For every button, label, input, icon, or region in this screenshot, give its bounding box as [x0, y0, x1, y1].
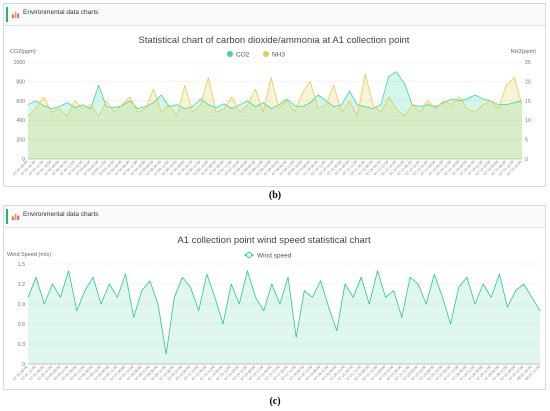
y-tick-label: 800 [16, 79, 25, 85]
y-tick-label: 0 [22, 157, 25, 163]
panel-header-title: Environmental data charts [23, 9, 99, 16]
y-axis-right-label: NH3(ppm) [511, 49, 537, 55]
series-area-nh3 [28, 73, 522, 159]
y-right-tick-label: 0 [525, 157, 528, 163]
panel-header: Environmental data charts [4, 4, 545, 26]
y-axis-label: Wind Speed (m/s) [7, 252, 51, 258]
figure-caption-c: (c) [269, 396, 281, 407]
series-line-wind-speed[interactable] [27, 270, 541, 355]
y-axis-left-label: CO2(ppm) [10, 49, 36, 55]
legend-co2-label: CO2 [236, 52, 250, 59]
figure-caption-b: (b) [268, 190, 282, 201]
wind-speed-chart-panel: Environmental data charts A1 collection … [3, 205, 546, 390]
y-tick-label: 600 [16, 99, 25, 105]
y-tick-label: 0.3 [18, 342, 25, 348]
y-tick-label: 0 [22, 362, 25, 368]
y-right-tick-label: 25 [525, 60, 531, 66]
chart-legend[interactable]: Wind speed [244, 252, 292, 260]
legend-co2-marker [227, 51, 233, 57]
co2-nh3-chart: Statistical chart of carbon dioxide/ammo… [10, 35, 537, 176]
bar-chart-icon [11, 213, 20, 221]
legend-wind-label: Wind speed [257, 253, 292, 260]
co2-nh3-chart-panel: Environmental data charts Statistical ch… [3, 3, 546, 187]
y-right-tick-label: 5 [525, 138, 528, 144]
y-tick-label: 400 [16, 118, 25, 124]
series-line-nh3[interactable] [27, 73, 523, 117]
y-tick-label: 0.9 [18, 302, 25, 308]
series-area-wind-speed [28, 270, 540, 364]
y-tick-label: 0.6 [18, 322, 25, 328]
y-right-tick-label: 20 [525, 79, 531, 85]
y-right-tick-label: 15 [525, 99, 531, 105]
legend-nh3-marker [263, 51, 269, 57]
y-tick-label: 1.2 [18, 282, 25, 288]
y-tick-label: 1000 [13, 60, 25, 66]
panel-accent-bar [6, 7, 8, 22]
panel-header-title: Environmental data charts [23, 211, 99, 218]
chart-legend[interactable]: CO2 NH3 [227, 51, 285, 59]
y-tick-label: 1.5 [18, 262, 25, 268]
chart-title: A1 collection point wind speed statistic… [177, 235, 371, 246]
chart-title: Statistical chart of carbon dioxide/ammo… [139, 35, 410, 46]
bar-chart-icon [11, 11, 20, 19]
panel-accent-bar [6, 209, 8, 224]
wind-speed-chart: A1 collection point wind speed statistic… [7, 235, 541, 381]
panel-header: Environmental data charts [4, 206, 545, 228]
y-tick-label: 200 [16, 138, 25, 144]
y-right-tick-label: 10 [525, 118, 531, 124]
series-area-co2 [28, 71, 522, 159]
legend-wind-marker [246, 252, 252, 258]
legend-nh3-label: NH3 [272, 52, 285, 59]
